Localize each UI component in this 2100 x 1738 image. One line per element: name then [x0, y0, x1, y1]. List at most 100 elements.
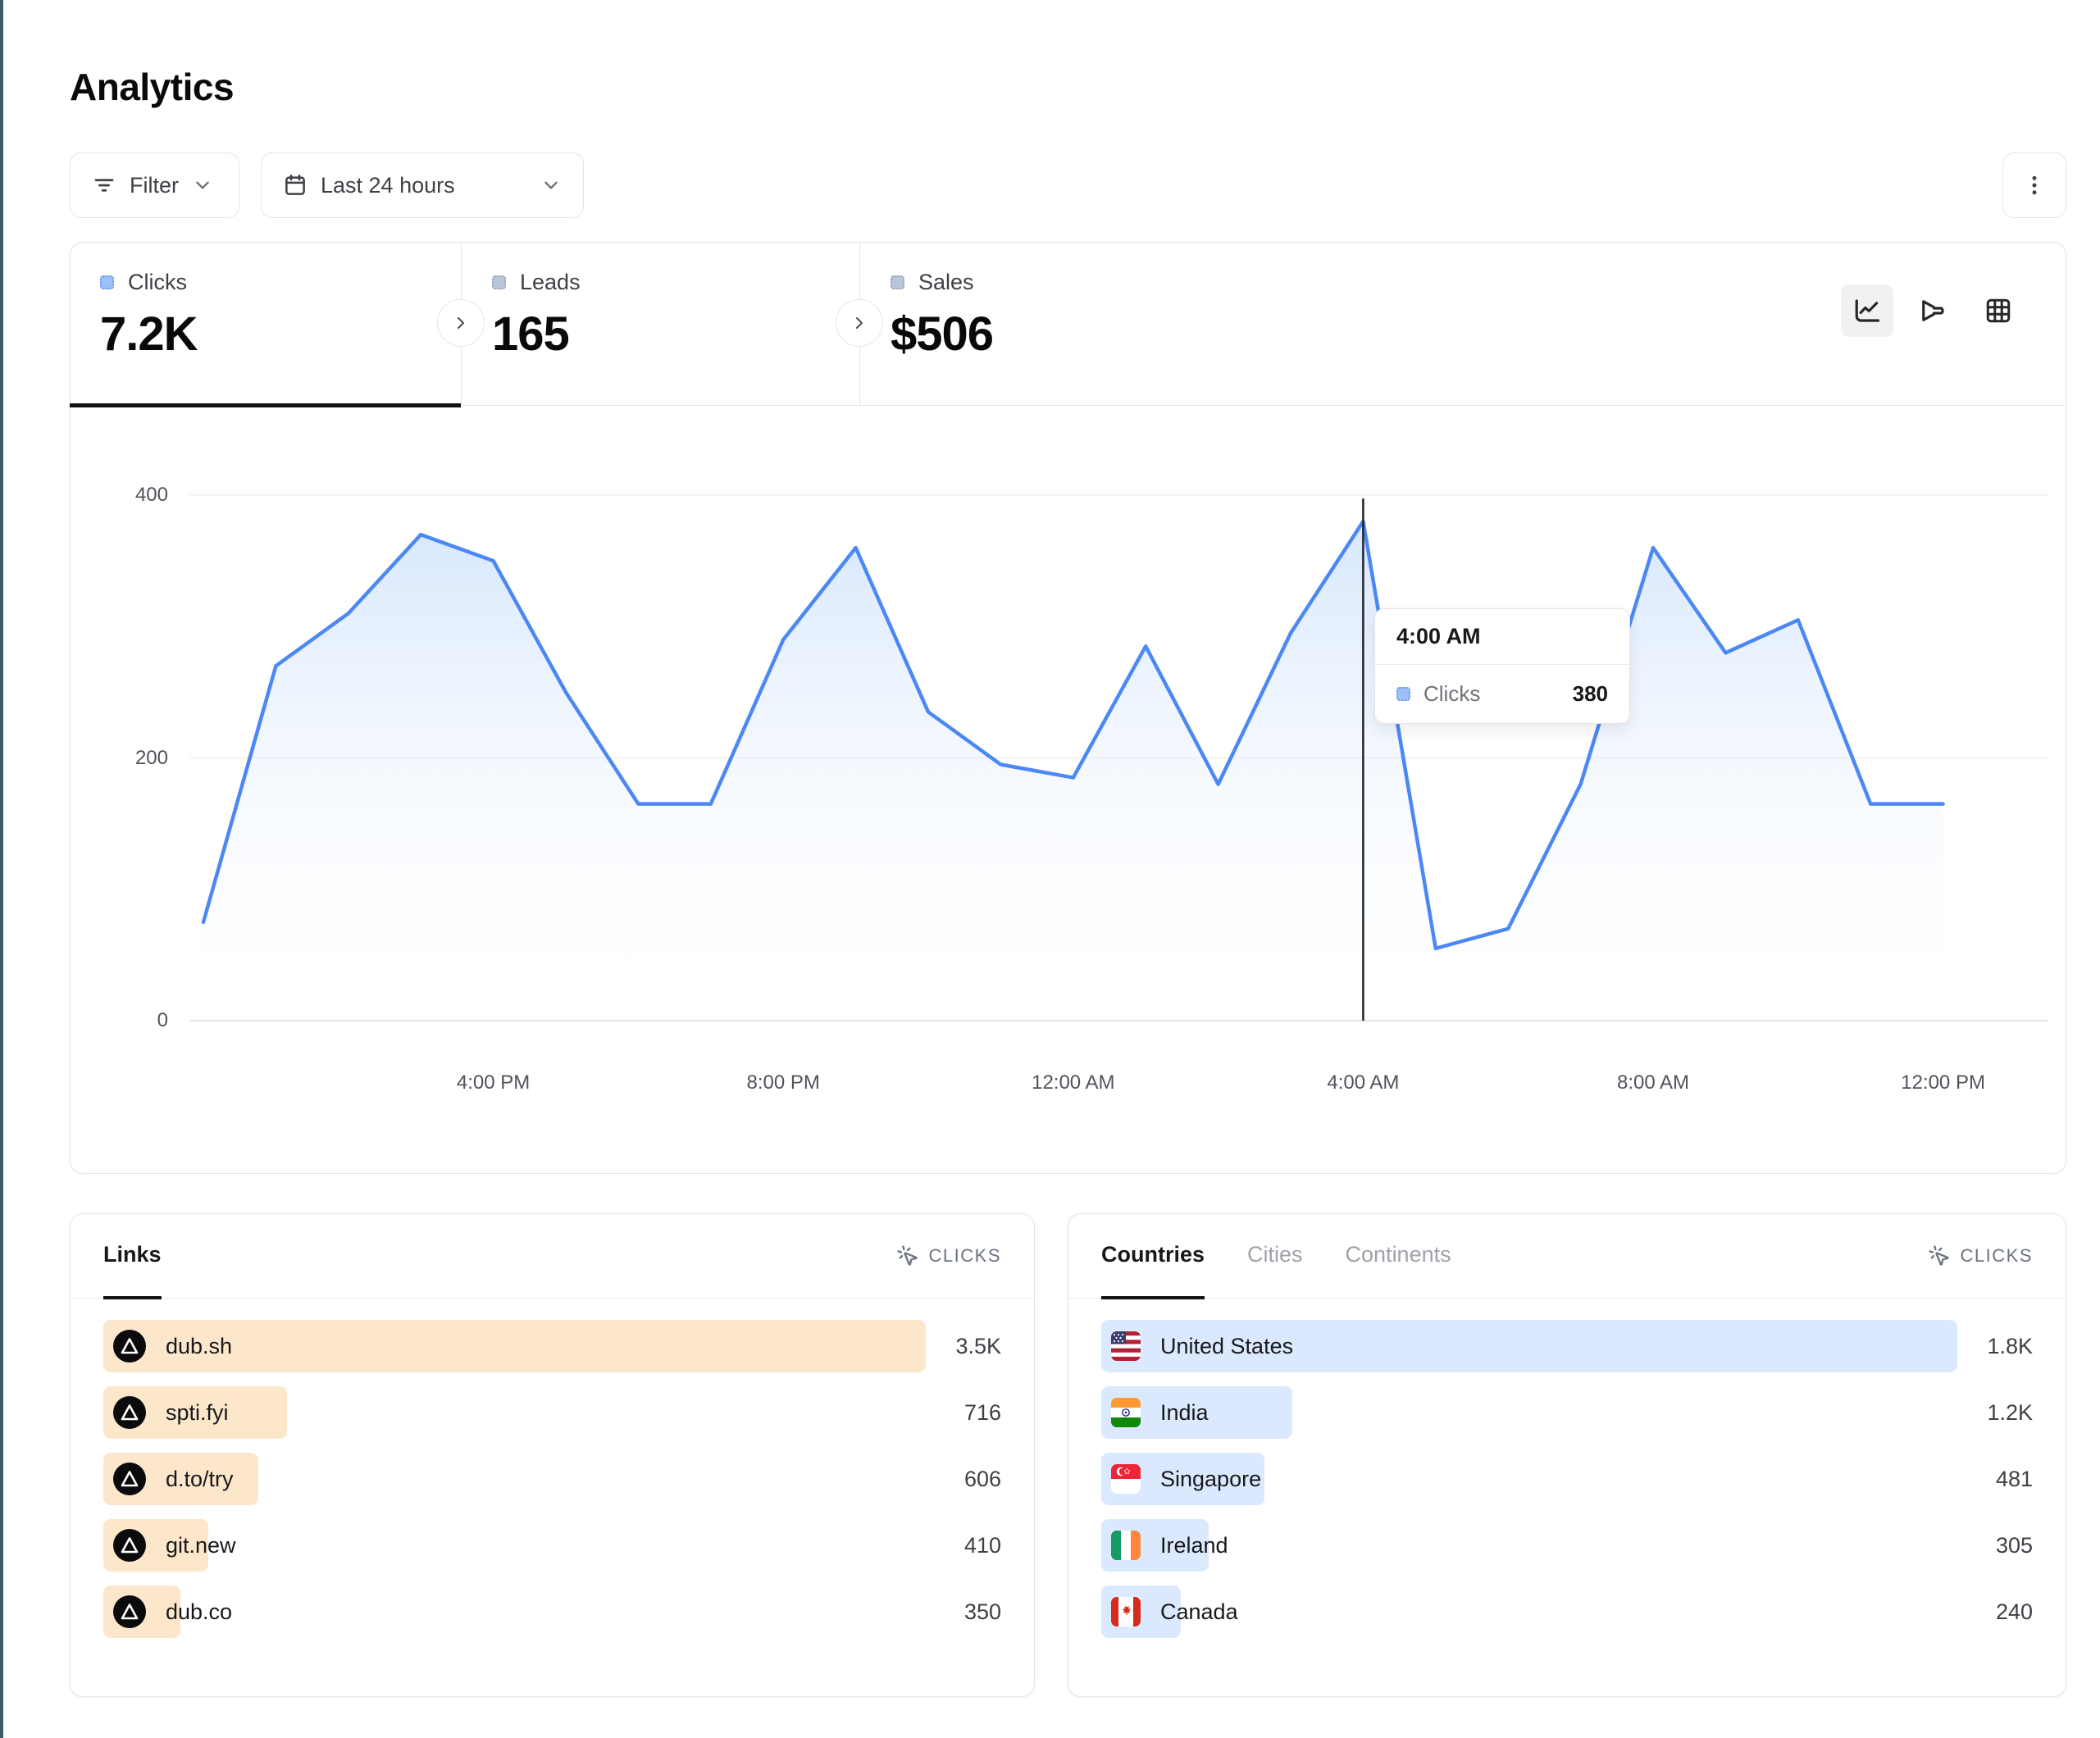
tab-cities[interactable]: Cities	[1247, 1242, 1303, 1267]
item-value: 481	[1995, 1466, 2033, 1491]
tooltip-series-label: Clicks	[1424, 681, 1481, 706]
item-value: 410	[963, 1532, 1001, 1558]
stat-label: Leads	[520, 270, 581, 294]
pointer-click-icon	[896, 1244, 919, 1267]
item-value: 716	[963, 1399, 1001, 1425]
chevron-right-icon	[850, 313, 869, 333]
sg-flag-icon	[1111, 1464, 1141, 1494]
stat-value: 7.2K	[100, 307, 198, 361]
dub-logo-icon	[113, 1595, 146, 1628]
item-label: spti.fyi	[166, 1399, 229, 1425]
stat-value: $506	[891, 307, 994, 361]
item-label: Canada	[1160, 1599, 1238, 1624]
links-panel: Links CLICKS dub.sh 3.5K spti.fyi 716 d.…	[70, 1213, 1035, 1697]
x-tick-label: 4:00 AM	[1327, 1071, 1400, 1094]
item-value: 305	[1995, 1532, 2033, 1558]
y-tick-label: 400	[134, 484, 168, 506]
calendar-icon	[283, 173, 307, 198]
chevron-right-icon	[451, 313, 471, 333]
item-value: 350	[963, 1599, 1001, 1624]
chevron-down-icon	[192, 175, 213, 196]
filter-button[interactable]: Filter	[70, 152, 239, 218]
tooltip-series-marker	[1396, 687, 1410, 701]
table-view-button[interactable]	[1972, 284, 2025, 337]
in-flag-icon	[1111, 1398, 1141, 1427]
x-tick-label: 8:00 AM	[1616, 1071, 1690, 1094]
expand-leads-button[interactable]	[836, 299, 883, 347]
list-item[interactable]: spti.fyi 716	[103, 1386, 1001, 1439]
list-item[interactable]: dub.co 350	[103, 1586, 1001, 1638]
expand-clicks-button[interactable]	[437, 299, 485, 347]
list-item[interactable]: d.to/try 606	[103, 1453, 1001, 1505]
countries-panel: Countries Cities Continents CLICKS Unite…	[1068, 1213, 2066, 1697]
line-chart-view-button[interactable]	[1841, 284, 1893, 337]
item-label: dub.co	[166, 1599, 233, 1624]
item-value: 3.5K	[955, 1333, 1001, 1358]
table-grid-icon	[1984, 296, 2013, 325]
y-tick-label: 200	[134, 746, 168, 769]
x-tick-label: 4:00 PM	[456, 1071, 531, 1094]
item-value: 606	[963, 1466, 1001, 1491]
item-label: United States	[1160, 1333, 1294, 1358]
item-label: git.new	[166, 1532, 236, 1558]
dub-logo-icon	[113, 1463, 146, 1495]
stat-value: 165	[492, 307, 570, 361]
item-value: 1.8K	[1987, 1333, 2033, 1358]
item-value: 1.2K	[1987, 1399, 2033, 1425]
stat-label: Sales	[918, 270, 974, 294]
item-label: Singapore	[1160, 1466, 1262, 1491]
list-item[interactable]: India 1.2K	[1101, 1386, 2033, 1439]
filter-button-label: Filter	[130, 172, 179, 198]
stat-tab-clicks[interactable]: Clicks 7.2K	[70, 242, 461, 407]
tab-countries[interactable]: Countries	[1101, 1214, 1205, 1299]
funnel-icon	[1918, 296, 1947, 325]
list-item[interactable]: Ireland 305	[1101, 1519, 2033, 1572]
sales-series-marker	[891, 275, 904, 289]
item-value: 240	[1995, 1599, 2033, 1624]
funnel-view-button[interactable]	[1906, 284, 1959, 337]
chart-tooltip: 4:00 AM Clicks 380	[1374, 608, 1630, 724]
tooltip-time: 4:00 AM	[1375, 609, 1629, 665]
clicks-area-chart[interactable]	[70, 406, 2066, 1174]
list-item[interactable]: United States 1.8K	[1101, 1320, 2033, 1372]
x-tick-label: 8:00 PM	[746, 1071, 820, 1094]
dub-logo-icon	[113, 1396, 146, 1429]
dub-logo-icon	[113, 1529, 146, 1562]
filter-icon	[92, 173, 116, 198]
y-tick-label: 0	[157, 1009, 168, 1031]
list-item[interactable]: Singapore 481	[1101, 1453, 2033, 1505]
stat-tab-sales[interactable]: Sales $506	[859, 242, 1259, 406]
stat-tab-leads[interactable]: Leads 165	[461, 242, 859, 406]
more-options-button[interactable]	[2002, 152, 2066, 218]
ca-flag-icon	[1111, 1597, 1141, 1627]
x-tick-label: 12:00 PM	[1901, 1071, 1985, 1094]
us-flag-icon	[1111, 1331, 1141, 1361]
ie-flag-icon	[1111, 1531, 1141, 1560]
list-item[interactable]: Canada 240	[1101, 1586, 2033, 1638]
chevron-down-icon	[540, 175, 562, 196]
list-item[interactable]: git.new 410	[103, 1519, 1001, 1572]
date-range-button[interactable]: Last 24 hours	[261, 152, 584, 218]
tab-continents[interactable]: Continents	[1345, 1242, 1451, 1267]
tab-links[interactable]: Links	[103, 1214, 162, 1299]
pointer-click-icon	[1928, 1244, 1951, 1267]
date-range-label: Last 24 hours	[321, 172, 455, 198]
item-label: India	[1160, 1399, 1209, 1425]
active-tab-underline	[70, 403, 461, 407]
countries-metric-header[interactable]: CLICKS	[1928, 1214, 2033, 1298]
left-accent-strip	[0, 0, 3, 1738]
page-title: Analytics	[70, 65, 235, 108]
x-tick-label: 12:00 AM	[1032, 1071, 1115, 1094]
leads-series-marker	[492, 275, 506, 289]
item-label: d.to/try	[166, 1466, 234, 1491]
list-item[interactable]: dub.sh 3.5K	[103, 1320, 1001, 1372]
value-bar	[103, 1320, 926, 1372]
value-bar	[1101, 1320, 1957, 1372]
links-metric-header[interactable]: CLICKS	[896, 1214, 1001, 1298]
clicks-series-marker	[100, 275, 114, 289]
kebab-menu-icon	[2022, 173, 2047, 198]
item-label: dub.sh	[166, 1333, 233, 1358]
stats-header: Clicks 7.2K Leads 165 Sales $506	[70, 242, 2066, 407]
dub-logo-icon	[113, 1330, 146, 1363]
